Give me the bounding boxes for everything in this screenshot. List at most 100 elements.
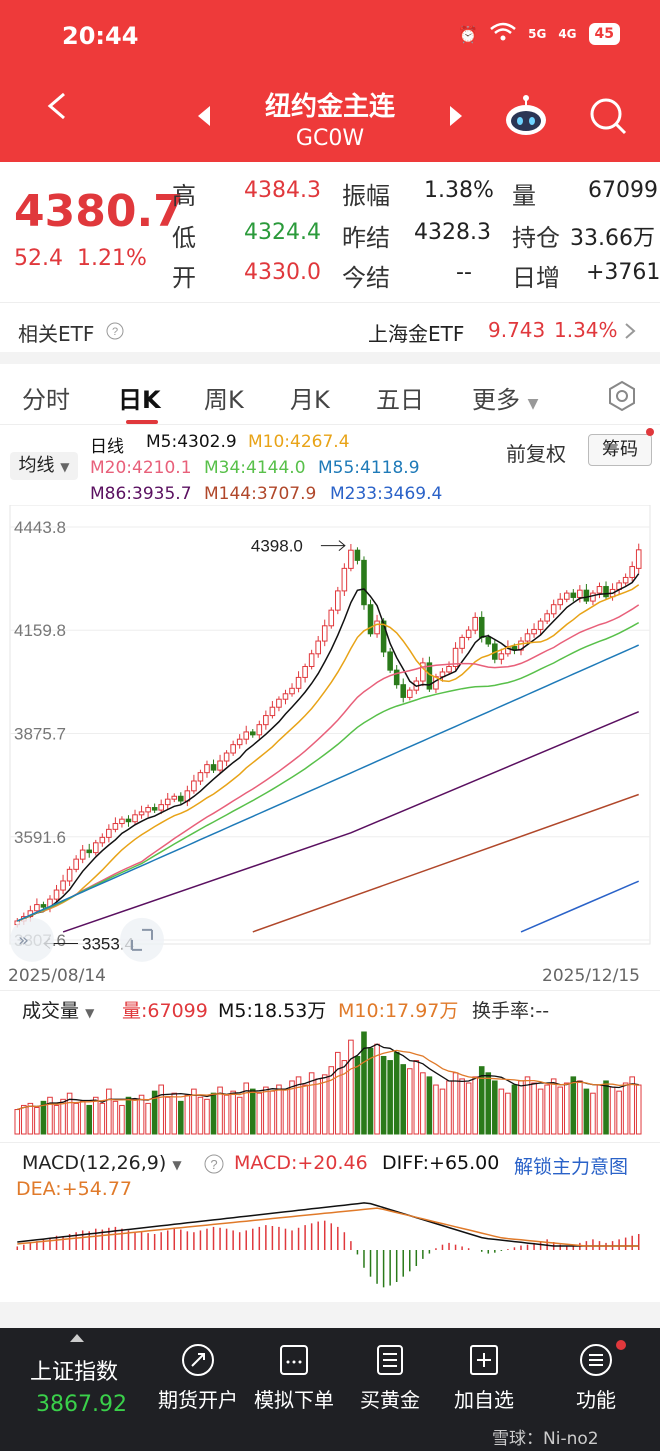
candle-body <box>387 651 393 671</box>
candle-body <box>125 818 132 823</box>
candle-body <box>269 706 276 717</box>
volume-bar <box>99 1102 106 1135</box>
nav-add-watchlist-label: 加自选 <box>454 1388 514 1412</box>
chevron-right-icon[interactable] <box>624 322 636 340</box>
volume-bar <box>629 1076 635 1135</box>
battery-icon: 45 <box>588 23 620 45</box>
volume-bar <box>354 1055 361 1135</box>
next-contract-arrow-icon[interactable] <box>450 106 462 126</box>
robot-assistant-icon[interactable] <box>504 94 548 138</box>
macd-title: MACD(12,26,9) <box>22 1152 167 1174</box>
period-label: 日线 <box>90 437 124 457</box>
etf-percent: 1.34% <box>554 318 618 342</box>
wifi-icon <box>490 22 516 46</box>
volume-bar <box>79 1100 86 1135</box>
candle-body <box>73 858 79 870</box>
volume-bar <box>446 1080 452 1135</box>
candle-body <box>217 760 223 771</box>
candle-body <box>145 807 151 813</box>
volume-bar <box>511 1084 518 1135</box>
candlestick-chart[interactable]: 4443.84159.83875.73591.63307.64398.03353… <box>0 505 660 965</box>
candle-body <box>92 842 99 854</box>
candle-body <box>361 559 367 606</box>
volume-bar <box>125 1096 132 1135</box>
help-icon[interactable]: ? <box>204 1154 224 1174</box>
candle-body <box>230 744 236 754</box>
volume-bar <box>341 1060 348 1135</box>
volume-bar <box>439 1088 446 1135</box>
tab-more[interactable]: 更多 ▼ <box>472 380 538 415</box>
nav-add-watchlist[interactable]: 加自选 <box>438 1342 530 1413</box>
candle-body <box>210 764 217 771</box>
volume-bar <box>550 1078 557 1135</box>
etf-name[interactable]: 上海金ETF <box>368 322 465 346</box>
ma-line <box>16 644 640 922</box>
ma-selector[interactable]: 均线 ▼ <box>10 452 78 480</box>
candle-body <box>629 566 635 578</box>
volume-indicator-selector[interactable]: 成交量 ▼ <box>22 996 94 1023</box>
ma-selector-label: 均线 <box>18 455 55 476</box>
help-icon[interactable]: ? <box>106 322 124 340</box>
divider <box>0 424 660 425</box>
candle-body <box>563 592 570 600</box>
volume-bar <box>210 1092 217 1135</box>
volume-bar <box>27 1102 34 1135</box>
daily-increase-value: +3761 <box>586 260 660 285</box>
candle-body <box>243 731 250 740</box>
volume-bar <box>14 1109 21 1135</box>
ma-line <box>17 621 640 922</box>
volume-bar <box>596 1084 603 1135</box>
volume-bar <box>243 1082 250 1135</box>
candle-body <box>328 609 335 627</box>
nav-buy-gold[interactable]: 买黄金 <box>344 1342 436 1413</box>
volume-bar <box>544 1084 550 1135</box>
volume-bar <box>73 1102 79 1135</box>
volume-bar <box>132 1098 138 1135</box>
section-separator <box>0 1302 660 1328</box>
volume-bar <box>145 1102 151 1135</box>
volume-bar <box>276 1084 282 1135</box>
macd-selector[interactable]: MACD(12,26,9) ▼ <box>22 1152 182 1174</box>
tab-weekly-k[interactable]: 周K <box>204 386 244 414</box>
nav-futures-account[interactable]: 期货开户 <box>152 1342 244 1413</box>
tab-intraday[interactable]: 分时 <box>22 386 70 414</box>
settings-hex-icon[interactable] <box>606 380 638 412</box>
candle-body <box>60 880 66 891</box>
chips-button[interactable]: 筹码 <box>588 434 652 466</box>
volume-bar <box>151 1090 158 1135</box>
ma-line <box>520 880 639 933</box>
ma55-legend: M55:4118.9 <box>318 458 420 478</box>
volume-bar <box>321 1074 328 1135</box>
volume-bar <box>420 1072 426 1135</box>
volume-bar <box>204 1098 210 1135</box>
volume-chart[interactable] <box>0 1022 660 1138</box>
volume-bar <box>223 1094 230 1135</box>
search-icon[interactable] <box>588 96 628 136</box>
candle-body <box>302 666 308 678</box>
tab-daily-k[interactable]: 日K <box>118 386 161 414</box>
fullscreen-icon <box>120 917 164 962</box>
volume-bar <box>249 1088 256 1135</box>
tab-five-day[interactable]: 五日 <box>376 386 424 414</box>
candle-body <box>406 689 413 698</box>
expand-up-icon[interactable] <box>70 1334 84 1342</box>
candle-body <box>367 604 374 635</box>
tab-monthly-k[interactable]: 月K <box>290 386 330 414</box>
nav-simulated-order[interactable]: 模拟下单 <box>248 1342 340 1413</box>
volume-bar <box>492 1080 498 1135</box>
unlock-intent-link[interactable]: 解锁主力意图 <box>514 1156 629 1178</box>
bottom-nav: 上证指数 3867.92 期货开户 模拟下单 买黄金 加自选 功能 雪球：Ni-… <box>0 1328 660 1451</box>
open-label: 开 <box>172 264 196 292</box>
watermark: 雪球：Ni-no2 <box>492 1429 599 1449</box>
back-arrow-icon[interactable] <box>42 92 70 120</box>
index-name[interactable]: 上证指数 <box>30 1360 119 1385</box>
volume-bar <box>282 1088 289 1135</box>
nav-functions[interactable]: 功能 <box>550 1342 642 1413</box>
candle-body <box>132 814 138 823</box>
prev-contract-arrow-icon[interactable] <box>198 106 210 126</box>
candle-body <box>99 836 106 844</box>
nav-futures-account-label: 期货开户 <box>158 1388 238 1412</box>
volume-bar <box>433 1084 439 1135</box>
macd-chart[interactable] <box>0 1200 660 1296</box>
adjust-mode[interactable]: 前复权 <box>506 442 566 466</box>
